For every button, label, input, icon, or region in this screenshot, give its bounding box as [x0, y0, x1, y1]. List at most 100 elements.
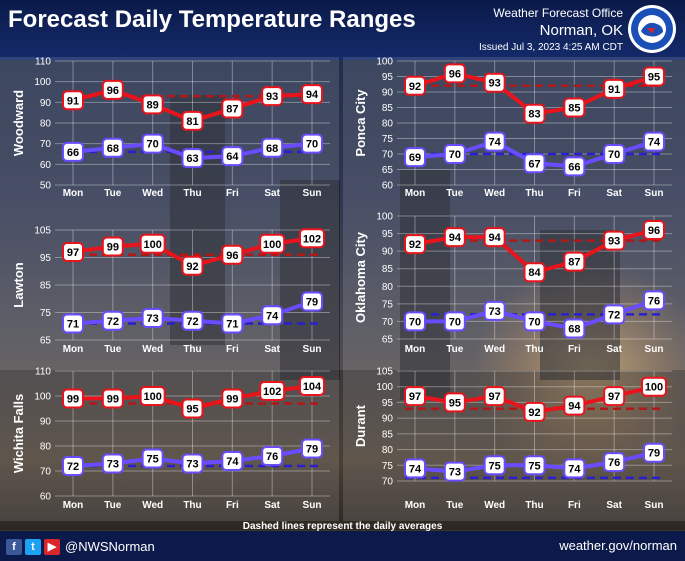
low-value-box	[221, 146, 244, 167]
high-value-box	[603, 230, 626, 251]
low-value-box	[563, 458, 586, 479]
low-value-box	[483, 300, 506, 321]
day-label-tue: Tue	[446, 500, 463, 511]
low-value-label: 71	[67, 319, 79, 331]
nws-logo	[628, 5, 676, 53]
low-value-label: 76	[266, 451, 278, 463]
low-value-label: 72	[608, 309, 620, 321]
low-value-label: 74	[226, 456, 239, 468]
day-label-mon: Mon	[63, 500, 84, 511]
low-value-label: 72	[186, 316, 198, 328]
low-value-box	[62, 313, 84, 334]
low-value-label: 70	[306, 139, 318, 151]
low-value-box	[603, 144, 626, 164]
day-label-sun: Sun	[645, 344, 664, 355]
high-value-box	[643, 66, 665, 87]
high-value-box	[139, 233, 166, 254]
high-value-box	[523, 103, 546, 124]
low-value-label: 74	[648, 137, 661, 149]
office-name: Weather Forecast Office	[493, 6, 623, 20]
high-value-label: 92	[186, 261, 198, 273]
high-value-label: 92	[409, 81, 421, 93]
chart-ponca-city: 100 95 90 85 80 75 70 65 60 Mon Tue Wed Thu Fri Sat Sun…	[353, 57, 672, 199]
low-value-box	[181, 453, 204, 474]
low-value-box	[404, 311, 426, 332]
high-value-label: 94	[449, 232, 462, 244]
low-value-box	[141, 448, 164, 469]
high-value-label: 100	[143, 239, 161, 251]
y-tick-label: 50	[40, 181, 52, 192]
low-value-label: 73	[186, 459, 198, 471]
high-value-box	[299, 228, 325, 249]
y-tick-label: 100	[34, 77, 51, 88]
day-label-sun: Sun	[303, 500, 322, 511]
high-value-box	[523, 401, 546, 422]
low-value-label: 71	[226, 319, 238, 331]
social-handle[interactable]: @NWSNorman	[65, 539, 155, 555]
y-tick-label: 95	[382, 229, 394, 240]
day-label-mon: Mon	[63, 188, 84, 199]
y-tick-label: 70	[382, 150, 394, 161]
low-value-label: 72	[67, 461, 79, 473]
y-tick-label: 95	[40, 253, 52, 264]
low-value-box	[261, 137, 284, 158]
day-label-wed: Wed	[142, 188, 163, 199]
youtube-icon[interactable]: ▶	[44, 538, 60, 555]
y-tick-label: 65	[382, 165, 394, 176]
low-value-box	[301, 438, 323, 459]
day-label-mon: Mon	[405, 344, 426, 355]
y-tick-label: 80	[40, 442, 52, 453]
high-value-label: 97	[608, 391, 620, 403]
high-value-label: 93	[608, 236, 620, 248]
facebook-icon[interactable]: f	[6, 538, 22, 555]
low-value-label: 70	[449, 149, 461, 161]
high-value-box	[483, 386, 506, 407]
high-value-label: 96	[449, 68, 461, 80]
day-label-thu: Thu	[183, 500, 201, 511]
day-label-tue: Tue	[446, 344, 463, 355]
high-value-box	[221, 98, 244, 119]
low-value-box	[404, 147, 426, 168]
y-tick-label: 80	[40, 119, 52, 130]
y-tick-label: 90	[40, 417, 52, 428]
office-info: Weather Forecast Office Norman, OK Issue…	[479, 6, 623, 53]
high-value-box	[101, 388, 124, 409]
high-value-label: 92	[528, 407, 540, 419]
day-label-thu: Thu	[183, 344, 201, 355]
low-value-label: 70	[608, 149, 620, 161]
day-label-sun: Sun	[645, 188, 664, 199]
high-value-box	[443, 63, 466, 84]
y-tick-label: 75	[382, 299, 394, 310]
day-label-wed: Wed	[142, 344, 163, 355]
high-value-box	[259, 233, 286, 254]
day-label-sat: Sat	[606, 500, 622, 511]
high-value-label: 91	[608, 84, 620, 96]
day-label-sun: Sun	[303, 188, 322, 199]
low-value-label: 76	[648, 295, 660, 307]
day-label-tue: Tue	[104, 500, 121, 511]
website-link[interactable]: weather.gov/norman	[559, 538, 677, 553]
y-tick-label: 75	[40, 308, 52, 319]
y-tick-label: 75	[382, 134, 394, 145]
day-label-sat: Sat	[606, 188, 622, 199]
y-tick-label: 65	[40, 336, 52, 347]
day-label-fri: Fri	[568, 500, 581, 511]
high-value-box	[301, 84, 323, 105]
day-label-fri: Fri	[568, 344, 581, 355]
y-tick-label: 60	[40, 492, 52, 503]
high-value-box	[181, 398, 204, 419]
high-value-label: 99	[226, 394, 238, 406]
twitter-icon[interactable]: t	[25, 538, 41, 555]
low-value-label: 72	[107, 316, 119, 328]
averages-note: Dashed lines represent the daily average…	[242, 521, 443, 532]
y-tick-label: 90	[382, 247, 394, 258]
day-label-sat: Sat	[264, 500, 280, 511]
day-label-fri: Fri	[226, 500, 239, 511]
high-value-label: 97	[409, 391, 421, 403]
high-value-box	[443, 227, 466, 248]
low-value-label: 79	[648, 448, 660, 460]
y-tick-label: 80	[382, 282, 394, 293]
low-value-box	[643, 131, 665, 152]
high-value-label: 99	[107, 394, 119, 406]
